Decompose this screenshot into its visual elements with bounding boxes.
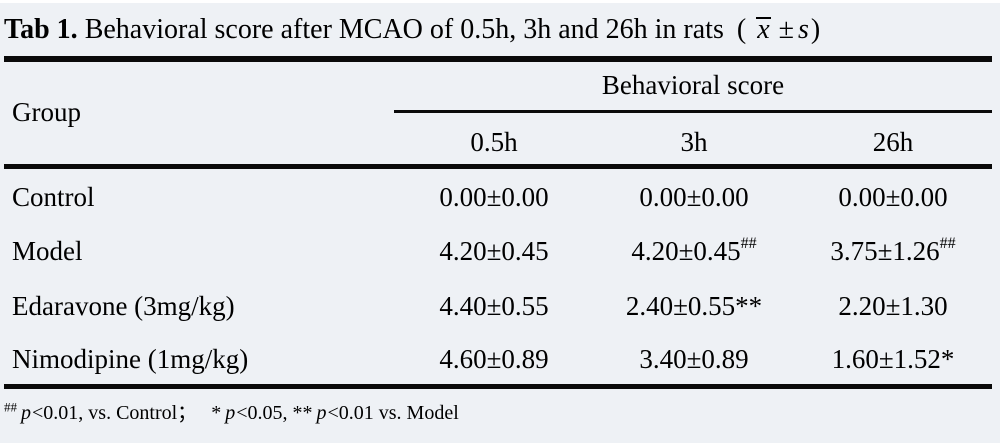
group-name: Control	[12, 181, 95, 212]
score-cell: 3.75±1.26##	[794, 221, 992, 276]
score-cell: 4.20±0.45	[394, 221, 594, 276]
hash-marker: ##	[4, 398, 17, 414]
footnote-segment: <0.05, **	[236, 401, 313, 424]
p-symbol: p	[21, 401, 31, 424]
behavioral-score-table: Group Behavioral score 0.5h 3h 26h Contr…	[4, 56, 993, 389]
score-value: 4.60±0.89	[439, 344, 549, 375]
score-value: 1.60±1.52*	[831, 344, 955, 375]
p-symbol: p	[225, 401, 236, 424]
footnote-segment: <0.01 vs. Model	[327, 401, 459, 424]
table-row-edaravone: Edaravone (3mg/kg) 4.40±0.55 2.40±0.55**…	[4, 276, 992, 331]
score-value: 2.40±0.55**	[625, 290, 763, 321]
score-value: 4.40±0.55	[439, 290, 549, 321]
table-row-model: Model 4.20±0.45 4.20±0.45## 3.75±1.26##	[4, 221, 992, 276]
group-name: Edaravone (3mg/kg)	[12, 290, 235, 321]
table-caption-text: Behavioral score after MCAO of 0.5h, 3h …	[84, 14, 724, 45]
score-cell: 4.40±0.55	[394, 276, 594, 331]
score-cell: 0.00±0.00	[794, 166, 992, 221]
score-value: 0.00±0.00	[639, 181, 749, 212]
header-row-timepoints: 0.5h 3h 26h	[4, 111, 993, 169]
score-value: 4.20±0.45	[439, 235, 549, 266]
significance-marker: ##	[740, 234, 757, 252]
column-header-3h: 3h	[594, 111, 794, 169]
score-cell: 1.60±1.52*	[794, 331, 993, 389]
table-number-label: Tab 1.	[4, 14, 78, 45]
significance-marker: ##	[939, 234, 956, 252]
sd-symbol: s	[798, 14, 809, 45]
column-header-behavioral-score: Behavioral score	[394, 59, 993, 113]
group-name: Nimodipine (1mg/kg)	[4, 331, 394, 389]
stat-notation: (x ± s)	[737, 14, 820, 45]
score-value: 0.00±0.00	[439, 181, 549, 212]
footnote-segment: <0.01, vs. Control；	[32, 401, 198, 424]
header-row-spanner: Group Behavioral score	[4, 59, 993, 169]
column-header-0-5h: 0.5h	[394, 111, 594, 169]
table-row-nimodipine: Nimodipine (1mg/kg) 4.60±0.89 3.40±0.89 …	[4, 331, 993, 389]
score-cell: 2.40±0.55**	[594, 276, 794, 331]
score-value: 4.20±0.45	[631, 235, 741, 266]
column-header-26h: 26h	[794, 111, 993, 169]
column-header-group: Group	[4, 59, 394, 169]
score-value: 3.75±1.26	[830, 235, 940, 266]
paren-open: (	[736, 14, 747, 45]
asterisk-marker: *	[211, 401, 222, 424]
group-name: Model	[12, 235, 83, 266]
score-cell: 4.20±0.45##	[594, 221, 794, 276]
p-symbol: p	[316, 401, 327, 424]
score-cell: 2.20±1.30	[794, 276, 992, 331]
table-row-control: Control 0.00±0.00 0.00±0.00 0.00±0.00	[4, 166, 992, 221]
score-value: 3.40±0.89	[639, 344, 749, 375]
score-value: 0.00±0.00	[838, 181, 948, 212]
paren-close: )	[810, 14, 821, 45]
mean-symbol-xbar: x	[754, 14, 772, 46]
table-figure-panel: Tab 1. Behavioral score after MCAO of 0.…	[0, 3, 1000, 443]
score-cell: 0.00±0.00	[394, 166, 594, 221]
table-title: Tab 1. Behavioral score after MCAO of 0.…	[0, 3, 1000, 56]
plus-minus-symbol: ±	[778, 14, 795, 45]
table-footnote: ## p<0.01, vs. Control； * p<0.05, ** p<0.01 …	[0, 389, 1000, 425]
score-cell: 3.40±0.89	[594, 331, 794, 389]
score-value: 2.20±1.30	[838, 290, 948, 321]
score-cell: 4.60±0.89	[394, 331, 594, 389]
score-cell: 0.00±0.00	[594, 166, 794, 221]
